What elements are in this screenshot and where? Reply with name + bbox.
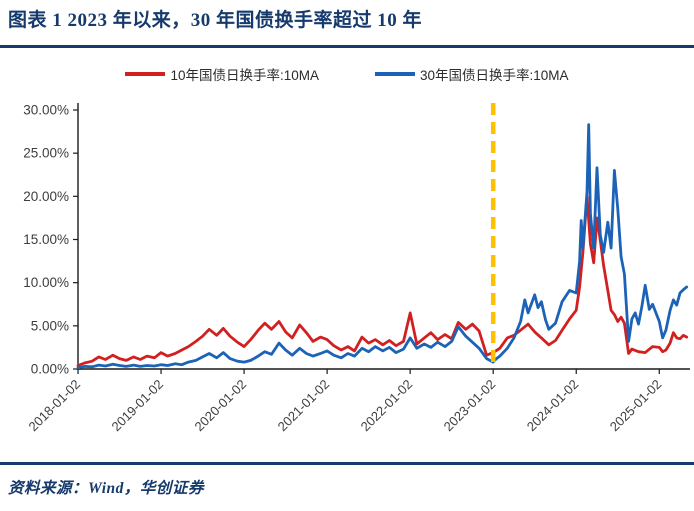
y-axis-label: 30.00% [23,103,69,118]
y-axis-label: 20.00% [23,189,69,204]
chart-legend: 10年国债日换手率:10MA 30年国债日换手率:10MA [0,64,694,84]
y-axis-label: 0.00% [31,362,69,377]
x-axis-label: 2020-01-02 [192,377,250,435]
chart-canvas: 0.00% 5.00% 10.00% 15.00% 20.00% 25.00% 30.00%… [23,103,690,435]
legend-item-10y: 10年国债日换手率:10MA [125,64,319,84]
legend-swatch-blue-line [375,72,415,76]
x-axis-label: 2018-01-02 [25,377,83,435]
x-axis-label: 2019-01-02 [109,377,167,435]
y-axis-label: 10.00% [23,275,69,290]
title-divider-line [0,45,694,48]
series-line-30y [76,123,689,370]
y-axis-label: 15.00% [23,232,69,247]
x-axis-label: 2021-01-02 [275,377,333,435]
legend-item-30y: 30年国债日换手率:10MA [375,64,569,84]
y-axis-label: 25.00% [23,146,69,161]
x-axis-label: 2023-01-02 [441,377,499,435]
legend-label-10y: 10年国债日换手率:10MA [170,68,319,83]
y-axis-label: 5.00% [31,318,69,333]
figure-title: 图表 1 2023 年以来，30 年国债换手率超过 10 年 [8,10,423,31]
x-axis-label: 2025-01-02 [607,377,665,435]
x-axis-label: 2024-01-02 [524,377,582,435]
x-axis-label: 2022-01-02 [358,377,416,435]
footer-divider-line [0,462,694,465]
series-line-10y [76,194,689,367]
legend-label-30y: 30年国债日换手率:10MA [420,68,569,83]
axis-lines [77,103,690,370]
legend-swatch-red-line [125,72,166,76]
data-source-note: 资料来源：Wind，华创证券 [8,480,204,497]
